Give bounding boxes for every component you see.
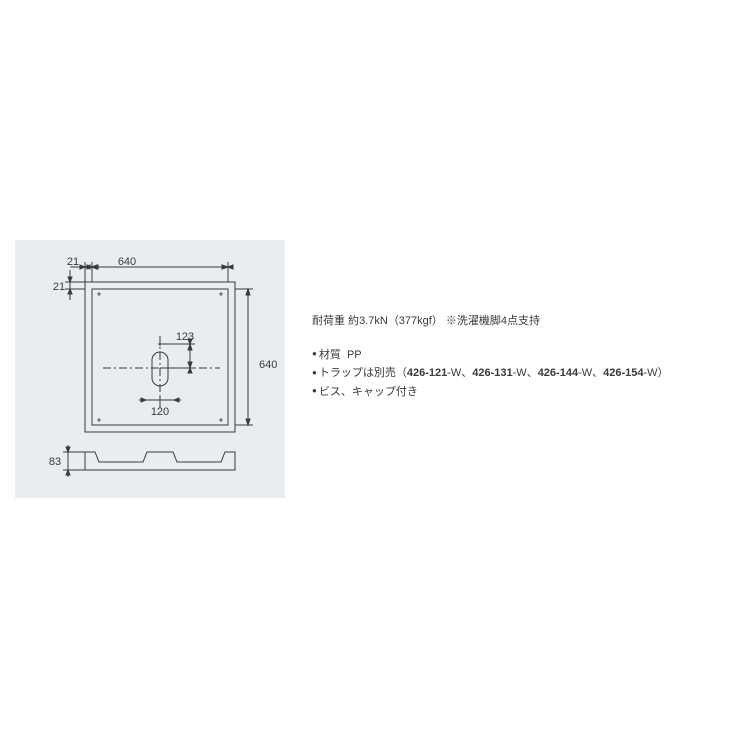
trap-suffix: -W: [513, 367, 527, 379]
trap-label: トラップは別売（: [319, 367, 407, 379]
dim-123: 123: [176, 331, 194, 343]
load-value: 3.7kN: [359, 315, 388, 327]
trap-sep: 、: [527, 367, 538, 379]
trap-suffix: -W: [447, 367, 461, 379]
load-paren: （377kgf）: [388, 315, 443, 327]
bullet-icon: ●: [312, 366, 317, 380]
material-label: 材質: [319, 349, 341, 361]
trap-code: 426-131: [472, 367, 512, 379]
page: 21 640 21 64: [0, 0, 730, 730]
dim-left-21: 21: [53, 281, 65, 293]
spec-block: 耐荷重 約3.7kN（377kgf） ※洗濯機脚4点支持 ●材質 PP ●トラッ…: [312, 312, 717, 402]
trap-code: 426-121: [407, 367, 447, 379]
dim-top-640: 640: [118, 256, 136, 268]
screw-text: ビス、キャップ付き: [319, 386, 418, 398]
trap-suffix: -W: [643, 367, 657, 379]
trap-suffix: -W: [578, 367, 592, 379]
trap-sep: 、: [461, 367, 472, 379]
load-label: 耐荷重 約: [312, 315, 359, 327]
trap-line: ●トラップは別売（426-121-W、426-131-W、426-144-W、4…: [312, 364, 717, 383]
trap-code: 426-144: [538, 367, 578, 379]
trap-codes: 426-121-W、426-131-W、426-144-W、426-154-W: [407, 367, 658, 379]
material-line: ●材質 PP: [312, 346, 717, 365]
trap-sep: 、: [592, 367, 603, 379]
dim-120: 120: [151, 406, 169, 418]
trap-code: 426-154: [603, 367, 643, 379]
dim-83: 83: [49, 456, 61, 468]
dim-top-21: 21: [67, 256, 79, 268]
material-value: PP: [347, 349, 362, 361]
screw-line: ●ビス、キャップ付き: [312, 383, 717, 402]
trap-close: ）: [658, 367, 669, 379]
drawing-panel: 21 640 21 64: [15, 240, 285, 498]
dim-right-640: 640: [259, 359, 277, 371]
load-line: 耐荷重 約3.7kN（377kgf） ※洗濯機脚4点支持: [312, 312, 717, 331]
technical-drawing: 21 640 21 64: [15, 240, 285, 498]
bullet-icon: ●: [312, 384, 317, 398]
bullet-icon: ●: [312, 347, 317, 361]
load-note: ※洗濯機脚4点支持: [446, 315, 540, 327]
